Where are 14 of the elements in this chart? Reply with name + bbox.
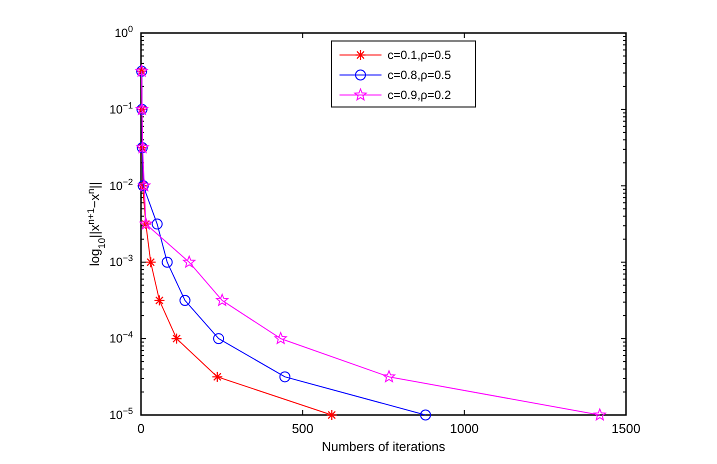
y-tick-label: 10$^{−3}$ (109, 253, 133, 270)
y-tick-label: 10$^{−5}$ (109, 406, 133, 422)
x-tick-label: 1000 (450, 421, 479, 436)
x-axis-title: Numbers of iterations (322, 439, 446, 454)
legend-label: c=0.9,ρ=0.2 (388, 88, 452, 102)
x-tick-label: 0 (137, 421, 145, 436)
legend-label: c=0.1,ρ=0.5 (388, 48, 452, 62)
y-tick-label: 10$^{−4}$ (109, 330, 133, 346)
x-tick-label: 500 (292, 421, 314, 436)
y-tick-label: 10$^{−1}$ (109, 100, 133, 116)
x-tick-label: 1500 (612, 421, 640, 436)
y-tick-label: 10$^{−2}$ (109, 176, 133, 193)
y-tick-label: 10$^{0}$ (114, 24, 133, 40)
legend-label: c=0.8,ρ=0.5 (388, 68, 452, 82)
